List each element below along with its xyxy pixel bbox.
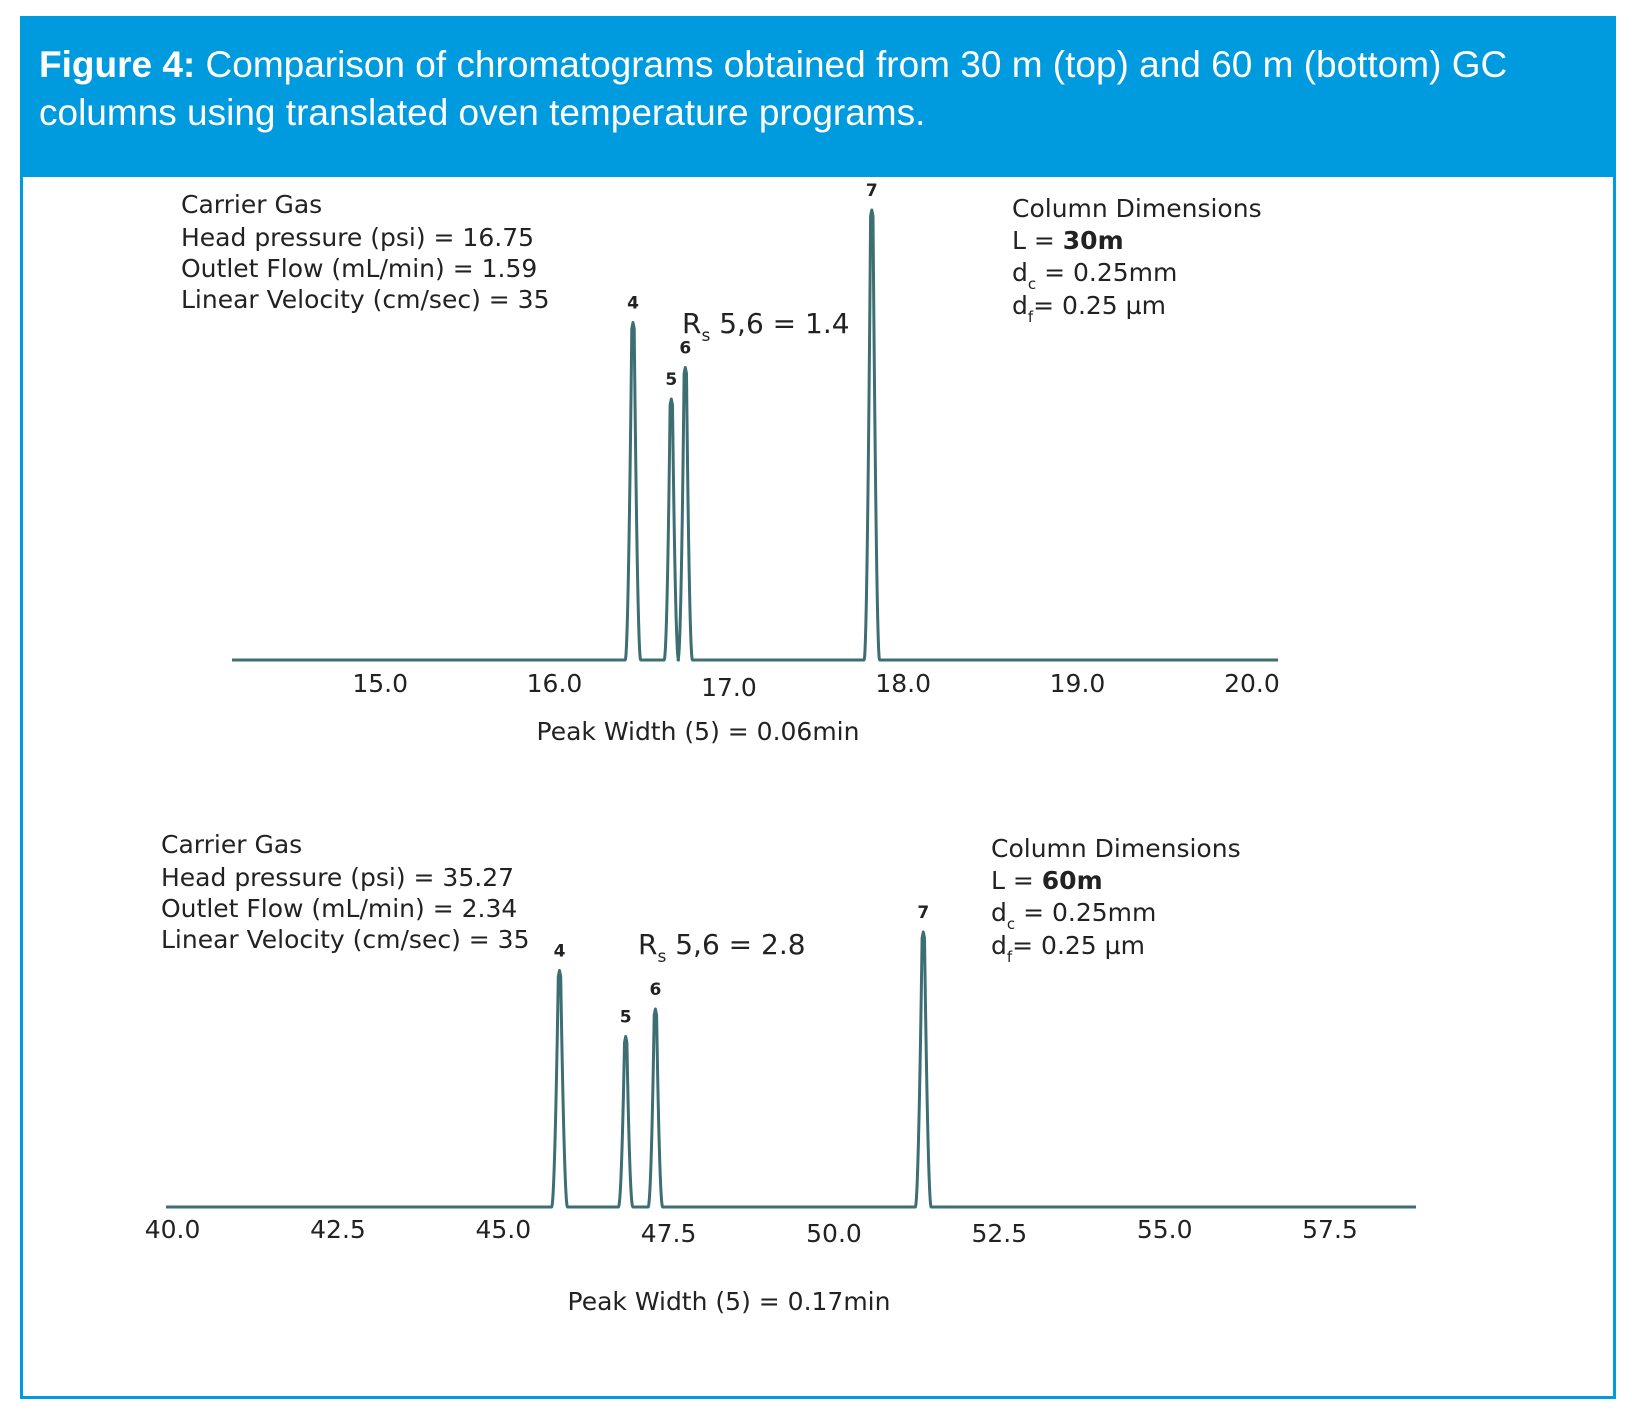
x-tick-label: 20.0 <box>1224 669 1280 698</box>
x-tick-label: 47.5 <box>641 1219 697 1248</box>
resolution-label: Rs 5,6 = 2.8 <box>638 928 806 967</box>
x-tick-label: 42.5 <box>310 1215 366 1244</box>
column-length: L = 30m <box>1012 226 1124 255</box>
x-tick-label: 17.0 <box>701 673 757 702</box>
peak-label-4: 4 <box>554 942 566 962</box>
carrier-gas-line: Linear Velocity (cm/sec) = 35 <box>181 285 550 314</box>
column-dimensions-title: Column Dimensions <box>1012 194 1262 223</box>
x-tick-label: 50.0 <box>806 1219 862 1248</box>
figure-header: Figure 4: Comparison of chromatograms ob… <box>23 19 1613 177</box>
figure-caption: Comparison of chromatograms obtained fro… <box>39 44 1508 133</box>
chromatogram-2: 4 56 7 40.0 42.5 45.0 47.5 50.0 52.5 55.0 57.5 Peak… <box>145 830 1416 1316</box>
x-tick-label: 57.5 <box>1302 1215 1358 1244</box>
x-tick-label: 19.0 <box>1050 669 1106 698</box>
x-tick-label: 55.0 <box>1137 1215 1193 1244</box>
chromatogram-1: 4 56 7 15.0 16.0 17.0 18.0 19.0 20.0 Peak Width (… <box>181 181 1280 746</box>
chromatogram-trace <box>166 930 1416 1209</box>
peak-label-7: 7 <box>866 181 878 201</box>
carrier-gas-line: Outlet Flow (mL/min) = 1.59 <box>181 254 537 283</box>
peak-label-7: 7 <box>917 903 929 923</box>
x-tick-label: 18.0 <box>875 669 931 698</box>
column-film-thickness: df= 0.25 µm <box>1012 291 1166 326</box>
chromatogram-trace <box>232 208 1278 662</box>
carrier-gas-title: Carrier Gas <box>161 830 302 859</box>
carrier-gas-title: Carrier Gas <box>181 190 322 219</box>
column-diameter: dc = 0.25mm <box>991 898 1156 933</box>
x-tick-label: 52.5 <box>971 1219 1027 1248</box>
figure-frame: Figure 4: Comparison of chromatograms ob… <box>20 16 1616 1399</box>
column-film-thickness: df= 0.25 µm <box>991 931 1145 966</box>
peak-label-5: 5 <box>665 370 677 390</box>
peak-width-label: Peak Width (5) = 0.06min <box>537 717 860 746</box>
peak-label-6: 6 <box>679 339 691 359</box>
carrier-gas-line: Outlet Flow (mL/min) = 2.34 <box>161 894 517 923</box>
peak-width-label: Peak Width (5) = 0.17min <box>568 1287 891 1316</box>
x-tick-label: 16.0 <box>527 669 583 698</box>
peak-label-5: 5 <box>620 1008 632 1028</box>
carrier-gas-line: Head pressure (psi) = 35.27 <box>161 863 514 892</box>
figure-label: Figure 4: <box>39 44 196 85</box>
peak-label-4: 4 <box>627 294 639 314</box>
resolution-label: Rs 5,6 = 1.4 <box>682 307 850 346</box>
x-tick-label: 45.0 <box>475 1215 531 1244</box>
x-tick-label: 40.0 <box>145 1215 201 1244</box>
peak-label-6: 6 <box>649 980 661 1000</box>
carrier-gas-line: Head pressure (psi) = 16.75 <box>181 223 534 252</box>
column-dimensions-title: Column Dimensions <box>991 834 1241 863</box>
column-diameter: dc = 0.25mm <box>1012 258 1177 293</box>
x-tick-label: 15.0 <box>352 669 408 698</box>
column-length: L = 60m <box>991 866 1103 895</box>
carrier-gas-line: Linear Velocity (cm/sec) = 35 <box>161 925 530 954</box>
